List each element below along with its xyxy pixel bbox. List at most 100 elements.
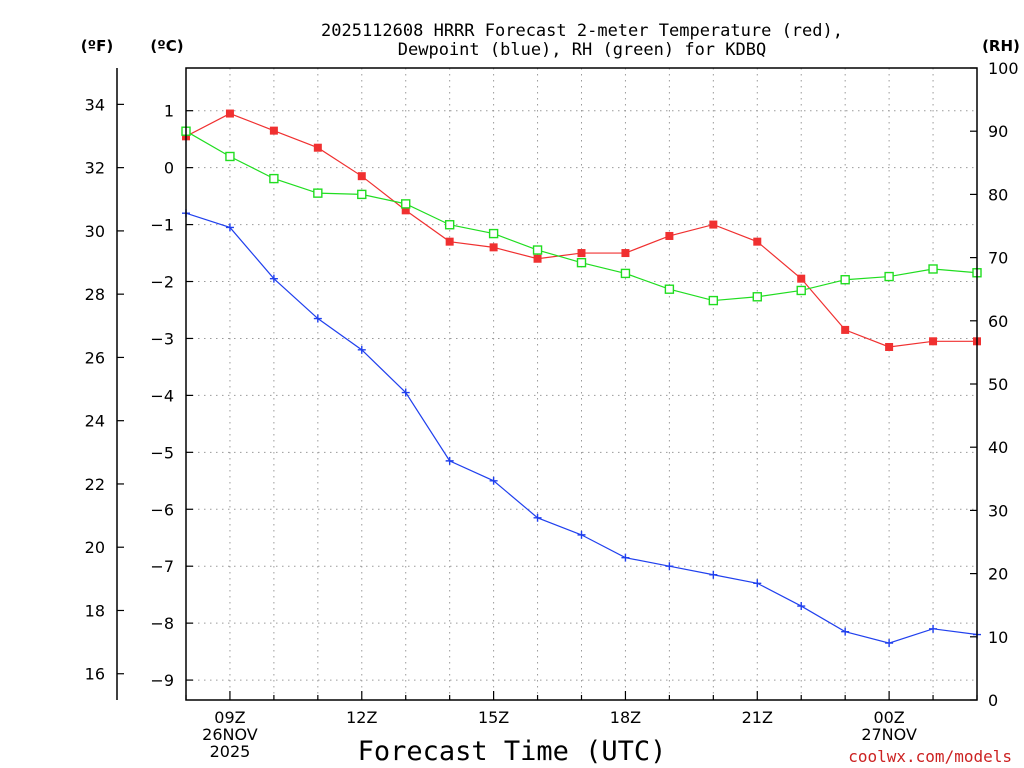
series-rh — [181, 126, 982, 306]
time-tick-label: 15Z — [478, 708, 509, 727]
temperature-point — [489, 243, 498, 252]
temperature-point — [577, 249, 586, 258]
time-tick-label: 09Z — [214, 708, 245, 727]
time-tick-label: 27NOV — [861, 725, 917, 744]
fahrenheit-tick-label: 24 — [85, 412, 105, 431]
series-dewpoint — [182, 209, 981, 648]
rh-point — [225, 151, 235, 162]
rh-point — [576, 257, 587, 268]
rh-tick-label: 70 — [988, 249, 1008, 268]
temperature-point — [533, 254, 542, 263]
rh-tick-label: 80 — [988, 185, 1008, 204]
dewpoint-point — [929, 624, 938, 633]
rh-point — [664, 284, 675, 294]
rh-point — [357, 189, 367, 200]
dewpoint-point — [577, 530, 586, 539]
gridlines — [186, 68, 977, 700]
dewpoint-point — [445, 456, 454, 465]
time-tick-label: 12Z — [346, 708, 377, 727]
dewpoint-point — [225, 223, 234, 232]
celsius-tick-label: −7 — [150, 557, 174, 576]
time-tick-label: 26NOV — [202, 725, 258, 744]
celsius-tick-label: −9 — [150, 671, 174, 690]
rh-point — [752, 292, 762, 302]
temperature-point — [753, 237, 762, 246]
fahrenheit-tick-label: 32 — [85, 159, 105, 178]
rh-point — [488, 228, 499, 239]
rh-point — [444, 220, 455, 230]
celsius-tick-label: −3 — [150, 329, 174, 348]
temperature-point — [357, 172, 366, 181]
chart-title-line-1: 2025112608 HRRR Forecast 2-meter Tempera… — [321, 21, 843, 41]
dewpoint-point — [313, 314, 322, 323]
temperature-point — [269, 126, 278, 135]
rh-point — [796, 285, 806, 296]
temperature-point — [797, 274, 806, 283]
fahrenheit-axis: 34 32 30 28 26 24 22 20 18 16 — [85, 95, 124, 684]
temperature-point — [313, 143, 322, 152]
temperature-point — [709, 220, 718, 229]
rh-point — [313, 188, 323, 198]
celsius-tick-label: 0 — [164, 159, 174, 178]
rh-point — [401, 199, 411, 209]
dewpoint-point — [753, 579, 762, 588]
temperature-point — [841, 325, 850, 334]
temperature-point — [885, 342, 894, 351]
rh-tick-label: 20 — [988, 565, 1008, 584]
rh-point — [708, 295, 719, 306]
time-tick-label: 21Z — [742, 708, 773, 727]
rh-point — [269, 173, 279, 184]
fahrenheit-tick-label: 34 — [85, 95, 105, 114]
chart-title-line-2: Dewpoint (blue), RH (green) for KDBQ — [398, 40, 766, 60]
temperature-point — [401, 206, 410, 215]
rh-tick-label: 30 — [988, 501, 1008, 520]
fahrenheit-tick-label: 20 — [85, 538, 105, 557]
celsius-unit-label: (ºC) — [150, 37, 183, 55]
fahrenheit-tick-label: 16 — [85, 665, 105, 684]
fahrenheit-tick-label: 30 — [85, 222, 105, 241]
dewpoint-point — [841, 627, 850, 636]
celsius-tick-label: −5 — [150, 443, 174, 462]
fahrenheit-tick-label: 18 — [85, 601, 105, 620]
rh-tick-label: 0 — [988, 691, 998, 710]
temperature-point — [665, 231, 674, 240]
celsius-tick-label: −4 — [150, 386, 174, 405]
rh-point — [532, 245, 543, 255]
celsius-tick-label: 1 — [164, 102, 174, 121]
temperature-point — [929, 337, 938, 346]
celsius-tick-label: −2 — [150, 273, 174, 292]
dewpoint-point — [269, 274, 278, 283]
fahrenheit-unit-label: (ºF) — [81, 37, 113, 55]
dewpoint-point — [533, 513, 542, 522]
fahrenheit-tick-label: 28 — [85, 285, 105, 304]
rh-point — [884, 271, 894, 282]
rh-point — [928, 264, 938, 274]
watermark: coolwx.com/models — [848, 747, 1012, 766]
rh-unit-label: (RH) — [982, 37, 1020, 55]
dewpoint-point — [489, 476, 498, 485]
rh-tick-label: 10 — [988, 628, 1008, 647]
dewpoint-point — [401, 388, 410, 397]
time-tick-label: 00Z — [873, 708, 904, 727]
fahrenheit-tick-label: 22 — [85, 475, 105, 494]
plot-frame — [185, 67, 978, 701]
rh-tick-label: 50 — [988, 375, 1008, 394]
time-tick-label: 18Z — [610, 708, 641, 727]
celsius-tick-label: −6 — [150, 500, 174, 519]
dewpoint-point — [709, 570, 718, 579]
celsius-axis: 1 0 −1 −2 −3 −4 −5 −6 −7 −8 −9 — [150, 102, 193, 690]
fahrenheit-tick-label: 26 — [85, 348, 105, 367]
rh-tick-label: 90 — [988, 122, 1008, 141]
rh-tick-label: 40 — [988, 438, 1008, 457]
time-tick-label: 2025 — [210, 742, 251, 761]
temperature-point — [225, 109, 234, 118]
temperature-point — [621, 249, 630, 258]
temperature-point — [445, 237, 454, 246]
dewpoint-point — [885, 639, 894, 648]
series-2-meter-temperature — [182, 109, 981, 351]
rh-point — [620, 268, 631, 279]
dewpoint-point — [357, 345, 366, 354]
